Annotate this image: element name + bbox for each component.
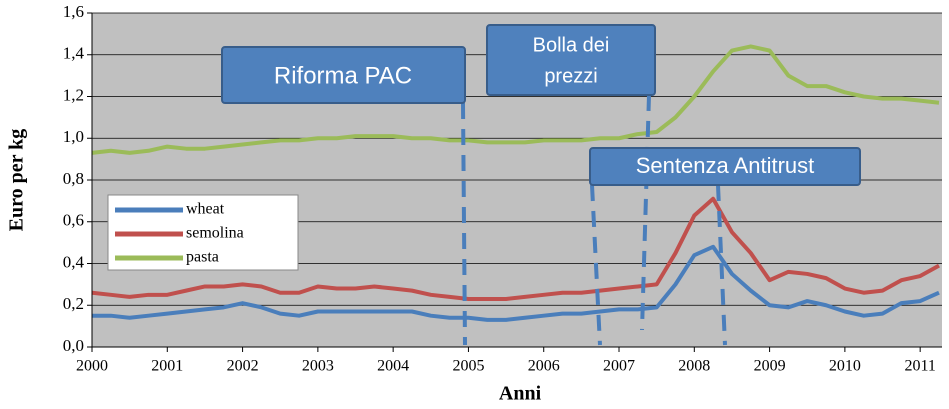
x-tick-label: 2005	[452, 358, 484, 375]
legend-label: pasta	[186, 249, 219, 266]
x-tick-label: 2008	[678, 358, 710, 375]
annotation: Sentenza Antitrust	[636, 153, 815, 178]
x-tick-label: 2002	[227, 358, 259, 375]
y-axis-label: Euro per kg	[6, 129, 28, 232]
x-tick-label: 2007	[603, 358, 635, 375]
y-tick-label: 1,4	[63, 44, 85, 63]
series-line	[92, 244, 940, 322]
y-tick-label: 0,6	[63, 211, 84, 230]
y-tick-label: 1,6	[63, 2, 84, 21]
x-tick-label: 2011	[904, 358, 935, 375]
dashed-marker	[640, 94, 651, 331]
dashed-marker	[590, 184, 602, 346]
annotation: Riforma PAC	[274, 62, 412, 89]
x-axis-label: Anni	[499, 383, 542, 405]
dashed-marker	[461, 102, 467, 346]
annotation-box	[589, 147, 861, 186]
x-tick-label: 2009	[754, 358, 786, 375]
y-tick-label: 0,4	[63, 252, 85, 271]
annotation: prezzi	[544, 65, 597, 87]
x-tick-label: 2004	[377, 358, 409, 375]
annotation-box	[486, 24, 656, 96]
y-tick-label: 1,0	[63, 127, 84, 146]
y-tick-label: 0,2	[63, 294, 84, 313]
annotation: Bolla dei	[533, 34, 610, 56]
dashed-marker	[716, 184, 727, 346]
x-tick-label: 2010	[829, 358, 861, 375]
y-tick-label: 1,2	[63, 85, 84, 104]
x-tick-label: 2006	[528, 358, 560, 375]
x-tick-label: 2000	[76, 358, 108, 375]
series-line	[91, 44, 940, 155]
x-tick-label: 2003	[302, 358, 334, 375]
annotation-box	[221, 46, 466, 104]
x-tick-label: 2001	[151, 358, 183, 375]
legend-label: semolina	[186, 225, 244, 242]
y-tick-label: 0,8	[63, 169, 84, 188]
legend-label: wheat	[186, 201, 225, 218]
series-line	[91, 196, 940, 301]
y-tick-label: 0,0	[63, 336, 84, 355]
